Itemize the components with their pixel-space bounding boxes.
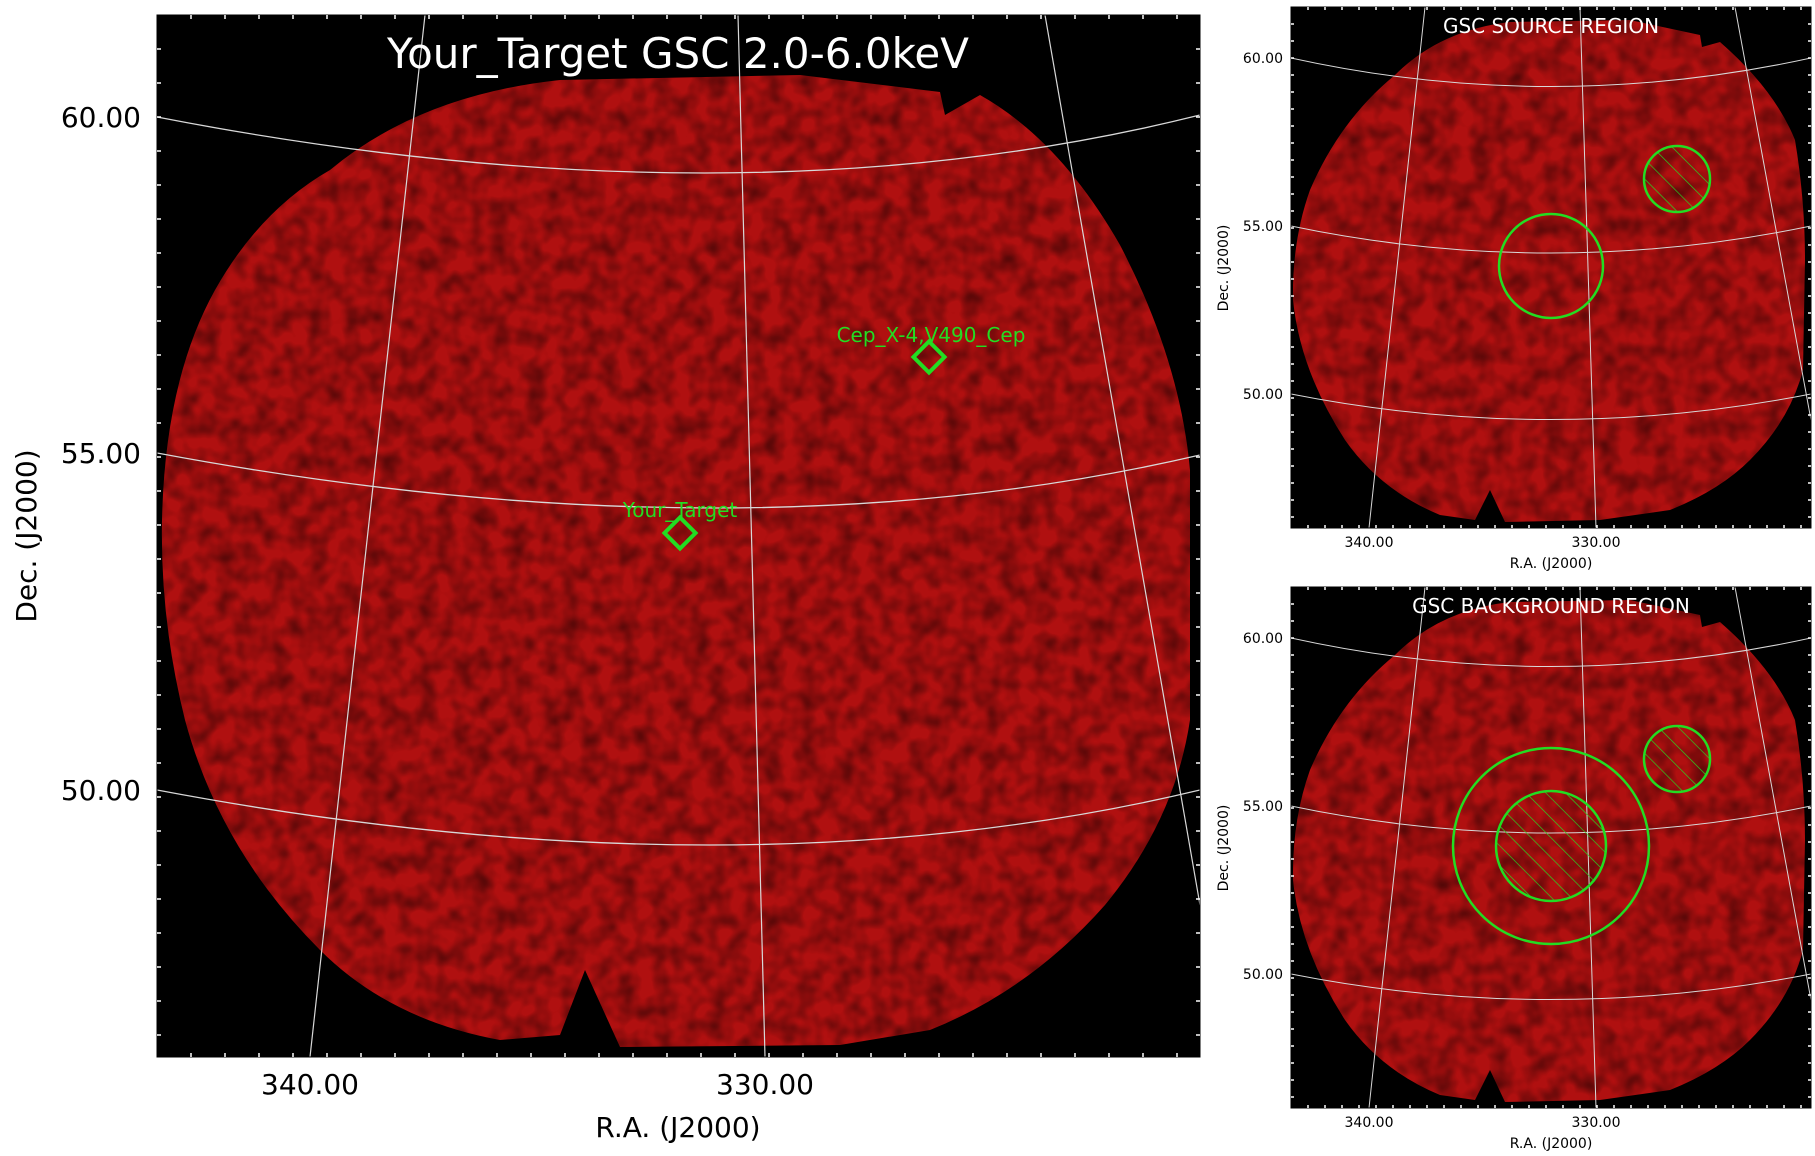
- bkg-grid-dec-50: [1291, 973, 1811, 1000]
- bkg-ylabel: Dec. (J2000): [1216, 805, 1232, 892]
- src-ytick-60: 60.00: [1243, 51, 1283, 67]
- bkg-plot-frame: [1290, 586, 1812, 1109]
- src-grid-dec-60: [1291, 57, 1811, 87]
- main-noise-texture: [161, 75, 1191, 1047]
- src-grid-ra-2: [1579, 7, 1597, 528]
- grid-dec-60: [157, 114, 1200, 174]
- grid-dec-55: [157, 452, 1200, 509]
- marker-your-target: Your_Target: [622, 498, 738, 552]
- src-ytick-50: 50.00: [1243, 387, 1283, 403]
- src-xtick-340: 340.00: [1345, 535, 1394, 551]
- grid-ra-line-2: [737, 15, 766, 1057]
- src-excluded-circle: [1642, 144, 1712, 214]
- bkg-ytick-50: 50.00: [1243, 967, 1283, 983]
- grid-ra-line-3: [1044, 15, 1200, 906]
- bkg-excluded-inner-circle: [1494, 789, 1608, 903]
- main-xtick-340: 340.00: [261, 1068, 359, 1101]
- src-source-circle: [1497, 212, 1605, 320]
- main-ytick-60: 60.00: [61, 101, 141, 134]
- main-minor-ticks: [157, 15, 1200, 1057]
- bkg-ytick-60: 60.00: [1243, 631, 1283, 647]
- src-grid-ra-1: [1368, 7, 1426, 528]
- main-plot-frame: [156, 14, 1201, 1058]
- src-minor-ticks: [1291, 7, 1811, 528]
- bkg-xtick-340: 340.00: [1345, 1115, 1394, 1131]
- main-ytick-55: 55.00: [61, 437, 141, 470]
- src-grid-dec-55: [1291, 225, 1811, 254]
- main-ytick-50: 50.00: [61, 774, 141, 807]
- main-xtick-330: 330.00: [716, 1068, 814, 1101]
- bkg-excluded-circle: [1642, 724, 1712, 794]
- bkg-grid-ra-1: [1368, 587, 1426, 1108]
- main-sky-panel: Your_Target GSC 2.0-6.0keV Cep_X-4,V490_…: [10, 14, 1201, 1144]
- src-xtick-330: 330.00: [1572, 535, 1621, 551]
- bkg-ytick-55: 55.00: [1243, 799, 1283, 815]
- background-region-panel: GSC BACKGROUND REGION 60.00 55.00 50.00 …: [1216, 586, 1812, 1152]
- bkg-minor-ticks: [1291, 587, 1811, 1108]
- marker-cep-x4: Cep_X-4,V490_Cep: [837, 323, 1026, 376]
- src-grid-ra-3: [1734, 7, 1811, 421]
- src-title: GSC SOURCE REGION: [1443, 14, 1659, 38]
- marker-label-cep-x4: Cep_X-4,V490_Cep: [837, 323, 1026, 347]
- src-ylabel: Dec. (J2000): [1216, 225, 1232, 312]
- src-ytick-55: 55.00: [1243, 219, 1283, 235]
- grid-dec-50: [157, 789, 1200, 846]
- src-grid-dec-50: [1291, 393, 1811, 420]
- bkg-annulus-outer: [1451, 746, 1651, 946]
- bkg-xlabel: R.A. (J2000): [1510, 1136, 1593, 1152]
- src-plot-frame: [1290, 6, 1812, 529]
- src-xlabel: R.A. (J2000): [1510, 556, 1593, 572]
- source-region-panel: GSC SOURCE REGION 60.00 55.00 50.00 340.…: [1216, 6, 1812, 572]
- diamond-marker-icon: [661, 514, 699, 552]
- main-xlabel: R.A. (J2000): [595, 1111, 760, 1144]
- bkg-grid-dec-60: [1291, 637, 1811, 667]
- main-ylabel: Dec. (J2000): [10, 449, 43, 622]
- grid-ra-line-1: [309, 15, 426, 1057]
- bkg-title: GSC BACKGROUND REGION: [1412, 594, 1690, 618]
- diamond-marker-icon: [910, 338, 948, 376]
- bkg-grid-ra-3: [1734, 587, 1811, 1001]
- main-title: Your_Target GSC 2.0-6.0keV: [386, 29, 969, 78]
- marker-label-your-target: Your_Target: [622, 498, 738, 522]
- bkg-xtick-330: 330.00: [1572, 1115, 1621, 1131]
